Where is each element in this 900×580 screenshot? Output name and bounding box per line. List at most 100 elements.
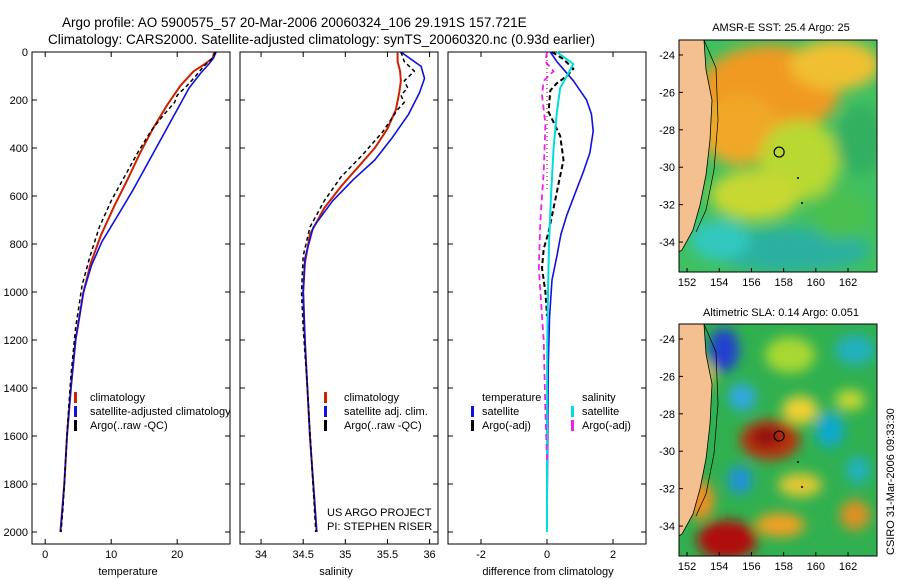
- series-line-satellite-adjusted-climatology: [59, 51, 217, 533]
- temperature-xlabel: temperature: [98, 566, 157, 578]
- lat-tick-label: -34: [659, 237, 675, 249]
- depth-tick-label: 400: [10, 143, 28, 155]
- diff-legend-temp-argo-swatch: [471, 420, 474, 431]
- diff-legend-salinity-title: salinity: [582, 392, 616, 404]
- legend-climatology-swatch: [74, 392, 77, 403]
- series-line-satellite-adj-clim-: [302, 51, 426, 533]
- sal-legend-climatology-swatch: [324, 392, 327, 403]
- difference-legend: temperature salinity satellite Argo(-adj…: [471, 392, 631, 432]
- depth-tick-label: 0: [22, 47, 28, 59]
- legend-argo: Argo(..raw -QC): [90, 420, 168, 432]
- depth-tick-label: 1800: [4, 479, 28, 491]
- title-line-1: Argo profile: AO 5900575_57 20-Mar-2006 …: [62, 15, 527, 30]
- diff-legend-temp-satellite: satellite: [482, 406, 519, 418]
- sla-land-icon: [679, 324, 713, 537]
- lon-tick-label: 152: [678, 277, 696, 289]
- lat-tick-label: -24: [659, 334, 675, 346]
- sst-land-icon: [679, 40, 713, 253]
- diff-legend-temp-satellite-swatch: [471, 406, 474, 417]
- lon-tick-label: 162: [839, 561, 857, 573]
- xtick-label: 10: [105, 549, 117, 561]
- lon-tick-label: 156: [742, 561, 760, 573]
- xtick-label: 35: [339, 549, 351, 561]
- depth-tick-label: 1600: [4, 431, 28, 443]
- lon-tick-label: 160: [807, 277, 825, 289]
- lat-tick-label: -26: [659, 87, 675, 99]
- salinity-xlabel: salinity: [319, 566, 353, 578]
- depth-tick-label: 200: [10, 95, 28, 107]
- xtick-label: 0: [544, 549, 550, 561]
- lon-tick-label: 162: [839, 277, 857, 289]
- lon-tick-label: 158: [774, 277, 792, 289]
- lon-tick-label: 152: [678, 561, 696, 573]
- lon-tick-label: 154: [710, 561, 728, 573]
- difference-plot: -2 0 2: [448, 51, 646, 561]
- lat-tick-label: -28: [659, 409, 675, 421]
- series-line-argo-raw-qc-: [60, 51, 217, 533]
- credit-label: CSIRO 31-Mar-2006 09:33:30: [885, 408, 897, 555]
- sal-legend-satellite: satellite adj. clim.: [344, 406, 428, 418]
- salinity-axes: [239, 51, 439, 545]
- sst-float-marker-icon: [773, 146, 785, 158]
- salinity-plot: 34 34.5 35 35.5 36: [240, 51, 438, 561]
- legend-satellite-swatch: [74, 406, 77, 417]
- sst-map-title: AMSR-E SST: 25.4 Argo: 25: [712, 22, 850, 34]
- sst-map: [679, 40, 877, 272]
- sst-map-frame: [678, 39, 878, 273]
- lon-tick-label: 156: [742, 277, 760, 289]
- lon-tick-label: 160: [807, 561, 825, 573]
- sla-map-frame: [678, 323, 878, 557]
- series-line-salinity-satellite: [546, 51, 575, 532]
- lat-tick-label: -32: [659, 484, 675, 496]
- series-line-salinity-argo-adj-: [537, 51, 555, 461]
- depth-tick-label: 2000: [4, 527, 28, 539]
- title-line-2: Climatology: CARS2000. Satellite-adjuste…: [48, 32, 595, 47]
- xtick-label: 35.5: [377, 549, 398, 561]
- xtick-label: 34: [255, 549, 267, 561]
- sla-float-marker-icon: [773, 430, 785, 442]
- pi-annotation: PI: STEPHEN RISER: [327, 521, 432, 533]
- difference-xlabel: difference from climatology: [482, 566, 614, 578]
- depth-tick-label: 1000: [4, 287, 28, 299]
- lat-tick-label: -28: [659, 125, 675, 137]
- lat-tick-label: -26: [659, 371, 675, 383]
- depth-tick-label: 600: [10, 191, 28, 203]
- diff-legend-sal-argo: Argo(-adj): [582, 420, 631, 432]
- lon-tick-label: 158: [774, 561, 792, 573]
- salinity-legend: climatology satellite adj. clim. Argo(..…: [324, 392, 432, 533]
- diff-legend-sal-satellite-swatch: [571, 406, 574, 417]
- sla-map-title: Altimetric SLA: 0.14 Argo: 0.051: [703, 307, 859, 319]
- temperature-plot: 0 10 20: [32, 51, 230, 561]
- legend-argo-swatch: [74, 420, 77, 431]
- sal-legend-satellite-swatch: [324, 406, 327, 417]
- diff-legend-temp-argo: Argo(-adj): [482, 420, 531, 432]
- depth-tick-label: 1400: [4, 383, 28, 395]
- temperature-legend: climatology satellite-adjusted climatolo…: [74, 392, 231, 432]
- xtick-label: 34.5: [292, 549, 313, 561]
- depth-tick-label: 1200: [4, 335, 28, 347]
- series-line-temperature-satellite: [546, 51, 595, 533]
- lat-tick-label: -30: [659, 446, 675, 458]
- project-annotation: US ARGO PROJECT: [327, 507, 432, 519]
- xtick-label: 2: [610, 549, 616, 561]
- sal-legend-climatology: climatology: [344, 392, 400, 404]
- legend-satellite-adjusted: satellite-adjusted climatology: [90, 406, 231, 418]
- sal-legend-argo-swatch: [324, 420, 327, 431]
- lat-tick-label: -32: [659, 200, 675, 212]
- series-line-temperature-argo-adj-: [541, 51, 575, 317]
- series-line-argo-raw-qc-: [300, 51, 416, 533]
- lat-tick-label: -30: [659, 162, 675, 174]
- depth-tick-label: 800: [10, 239, 28, 251]
- sst-map-ticks: 152 154 156 158 160 162 -24 -26 -28 -30 -32 -34: [659, 50, 857, 289]
- depth-tick-labels: 0 200 400 600 800 1000 1200 1400 1600 1800 2000: [4, 47, 28, 539]
- diff-legend-sal-argo-swatch: [571, 420, 574, 431]
- lat-tick-label: -34: [659, 521, 675, 533]
- xtick-label: -2: [476, 549, 486, 561]
- lat-tick-label: -24: [659, 50, 675, 62]
- xtick-label: 36: [423, 549, 435, 561]
- xtick-label: 0: [42, 549, 48, 561]
- diff-legend-temperature-title: temperature: [482, 392, 541, 404]
- lon-tick-label: 154: [710, 277, 728, 289]
- sal-legend-argo: Argo(..raw -QC): [344, 420, 422, 432]
